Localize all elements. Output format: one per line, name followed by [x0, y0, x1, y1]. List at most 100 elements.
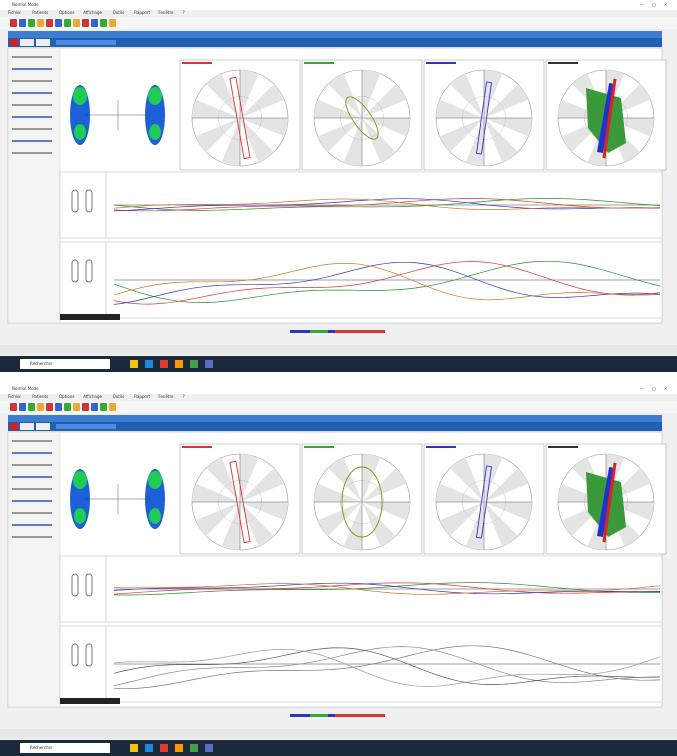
taskbar-icon[interactable] — [160, 744, 168, 752]
panel-caption — [548, 446, 578, 448]
playback-bar[interactable] — [60, 698, 120, 704]
sidebar-row — [12, 488, 52, 490]
toolbar-button[interactable] — [91, 19, 98, 27]
panel-caption — [426, 62, 456, 64]
panel-caption — [182, 446, 212, 448]
tab[interactable] — [20, 423, 34, 430]
menu-item[interactable]: Options — [59, 394, 74, 399]
taskbar-icon[interactable] — [175, 744, 183, 752]
window-control[interactable]: — — [640, 2, 644, 7]
menu-item[interactable]: ? — [183, 394, 185, 399]
toolbar-button[interactable] — [37, 403, 44, 411]
toolbar-button[interactable] — [46, 403, 53, 411]
menu-item[interactable]: ? — [183, 10, 185, 15]
taskbar-icon[interactable] — [130, 744, 138, 752]
toolbar-button[interactable] — [28, 403, 35, 411]
toolbar-button[interactable] — [100, 19, 107, 27]
sidebar-row — [12, 140, 52, 142]
sidebar-row — [12, 464, 52, 466]
toolbar-button[interactable] — [100, 403, 107, 411]
menu-item[interactable]: Rapport — [134, 394, 150, 399]
foot-pressure — [74, 508, 86, 524]
toolbar-button[interactable] — [10, 19, 17, 27]
title-bar — [0, 384, 677, 394]
color-scale — [310, 330, 328, 333]
tab-active[interactable] — [10, 423, 18, 430]
sidebar — [8, 48, 60, 323]
sidebar-row — [12, 536, 52, 538]
tab[interactable] — [36, 39, 50, 46]
menu-item[interactable]: Options — [59, 10, 74, 15]
sidebar — [8, 432, 60, 707]
taskbar-icon[interactable] — [145, 744, 153, 752]
sidebar-row — [12, 152, 52, 154]
toolbar-button[interactable] — [19, 19, 26, 27]
foot-pressure — [148, 87, 162, 105]
playback-bar[interactable] — [60, 314, 120, 320]
sidebar-row — [12, 500, 52, 502]
tab[interactable] — [20, 39, 34, 46]
menu-item[interactable]: Patients — [32, 10, 48, 15]
window-control[interactable]: ✕ — [664, 2, 667, 7]
foot-pressure — [148, 471, 162, 489]
menu-item[interactable]: Outils — [113, 10, 125, 15]
menu-item[interactable]: Outils — [113, 394, 125, 399]
sidebar-row — [12, 116, 52, 118]
sidebar-row — [12, 128, 52, 130]
menu-item[interactable]: Fichier — [8, 10, 21, 15]
menu-item[interactable]: Patients — [32, 394, 48, 399]
toolbar-button[interactable] — [55, 403, 62, 411]
menu-item[interactable]: Affichage — [83, 10, 102, 15]
status-bar — [0, 729, 677, 739]
menu-item[interactable]: Fichier — [8, 394, 21, 399]
taskbar-icon[interactable] — [160, 360, 168, 368]
taskbar-icon[interactable] — [145, 360, 153, 368]
chart-icon-panel — [60, 242, 106, 318]
toolbar-button[interactable] — [10, 403, 17, 411]
toolbar-button[interactable] — [82, 19, 89, 27]
menu-item[interactable]: Rapport — [134, 10, 150, 15]
toolbar-button[interactable] — [64, 403, 71, 411]
color-scale — [335, 330, 385, 333]
toolbar-button[interactable] — [28, 19, 35, 27]
app-window: Normal Mode—□✕FichierPatientsOptionsAffi… — [0, 384, 677, 756]
menu-item[interactable]: Fenêtre — [158, 394, 174, 399]
toolbar-button[interactable] — [91, 403, 98, 411]
taskbar-icon[interactable] — [205, 360, 213, 368]
status-bar — [0, 345, 677, 355]
toolbar-button[interactable] — [64, 19, 71, 27]
toolbar-button[interactable] — [19, 403, 26, 411]
page: Normal Mode—□✕FichierPatientsOptionsAffi… — [0, 0, 677, 756]
color-scale — [335, 714, 385, 717]
taskbar-icon[interactable] — [175, 360, 183, 368]
toolbar-button[interactable] — [109, 403, 116, 411]
taskbar-icon[interactable] — [205, 744, 213, 752]
toolbar-button[interactable] — [37, 19, 44, 27]
toolbar-button[interactable] — [73, 19, 80, 27]
header-band — [8, 415, 662, 422]
tab-active[interactable] — [10, 39, 18, 46]
panel-caption — [304, 446, 334, 448]
tab[interactable] — [36, 423, 50, 430]
window-control[interactable]: □ — [652, 386, 656, 391]
taskbar-icon[interactable] — [190, 744, 198, 752]
panel-caption — [548, 62, 578, 64]
menu-item[interactable]: Fenêtre — [158, 10, 174, 15]
toolbar-button[interactable] — [109, 19, 116, 27]
chart-icon-panel — [60, 172, 106, 238]
panel-caption — [304, 62, 334, 64]
taskbar-icon[interactable] — [190, 360, 198, 368]
menu-item[interactable]: Affichage — [83, 394, 102, 399]
window-control[interactable]: — — [640, 386, 644, 391]
window-control[interactable]: ✕ — [664, 386, 667, 391]
taskbar-icon[interactable] — [130, 360, 138, 368]
toolbar-button[interactable] — [73, 403, 80, 411]
toolbar-button[interactable] — [46, 19, 53, 27]
window-control[interactable]: □ — [652, 2, 656, 7]
sidebar-row — [12, 68, 52, 70]
sidebar-row — [12, 104, 52, 106]
foot-pressure — [149, 508, 161, 524]
title-bar — [0, 0, 677, 10]
toolbar-button[interactable] — [55, 19, 62, 27]
toolbar-button[interactable] — [82, 403, 89, 411]
